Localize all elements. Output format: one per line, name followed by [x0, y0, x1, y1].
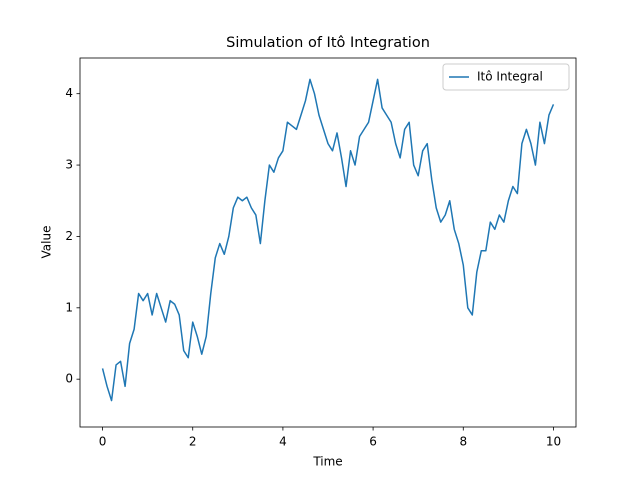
chart-title: Simulation of Itô Integration [226, 35, 430, 51]
y-tick-label: 3 [65, 158, 73, 172]
x-tick-label: 4 [279, 435, 287, 449]
x-tick-label: 6 [369, 435, 377, 449]
y-tick-label: 0 [65, 372, 73, 386]
line-series [101, 78, 555, 402]
legend-box [442, 63, 570, 91]
x-tick-label: 0 [99, 435, 107, 449]
legend-label: Itô Integral [477, 70, 543, 84]
x-tick-label: 2 [189, 435, 197, 449]
x-tick-label: 10 [546, 435, 561, 449]
y-tick-label: 1 [65, 300, 73, 314]
y-axis-label: Value [40, 226, 54, 259]
plot-frame [79, 57, 577, 428]
y-tick-label: 2 [65, 229, 73, 243]
y-tick-label: 4 [65, 86, 73, 100]
x-tick-label: 8 [459, 435, 467, 449]
x-axis-label: Time [312, 455, 342, 469]
